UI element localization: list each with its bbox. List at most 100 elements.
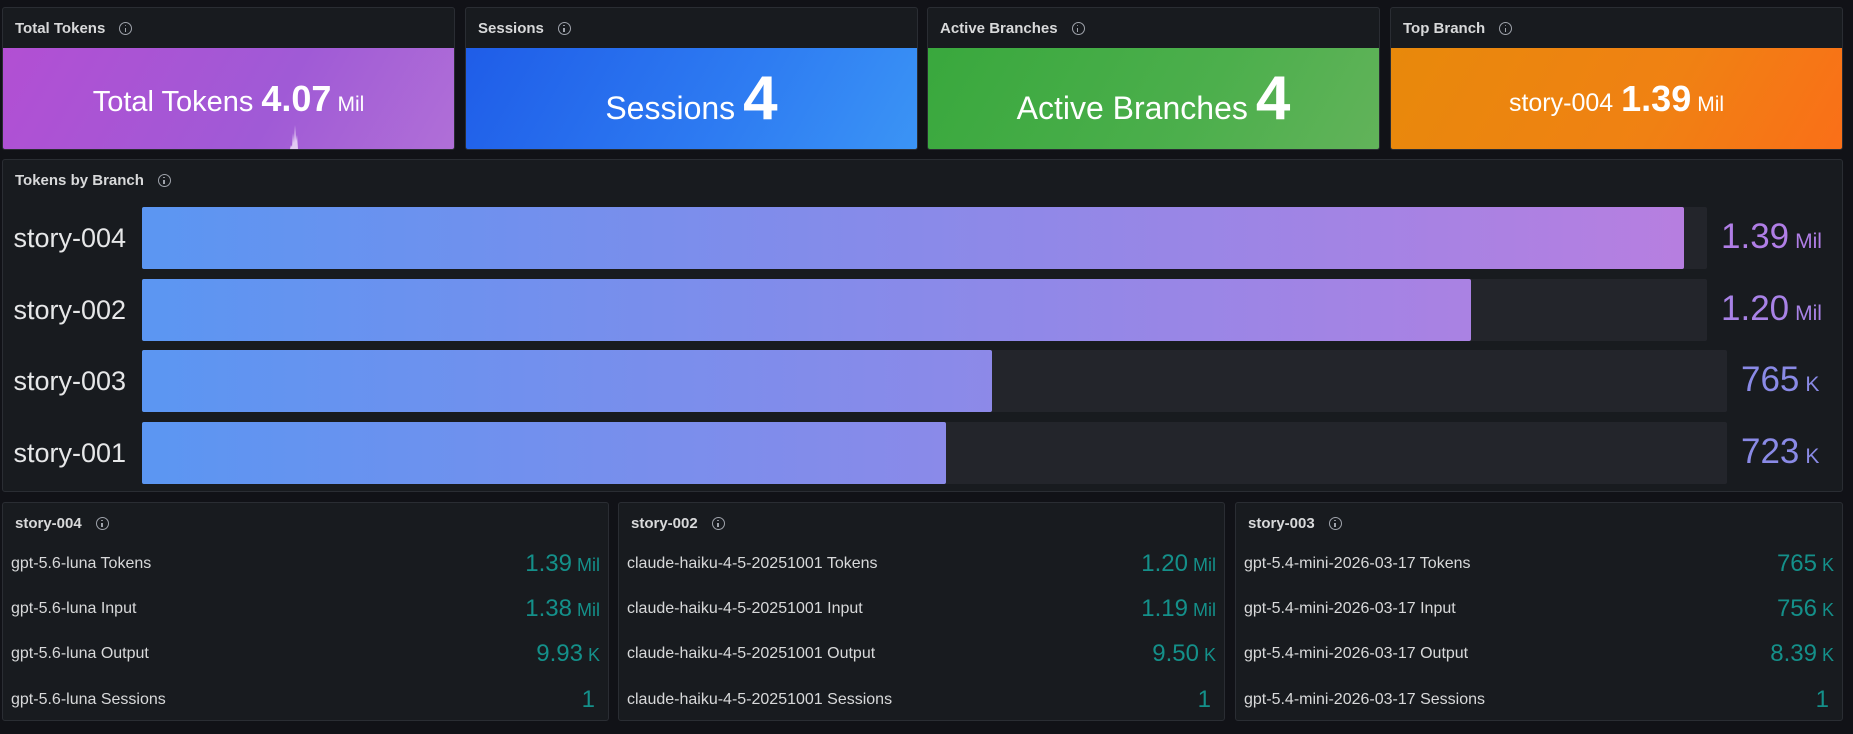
stat-row-label: claude-haiku-4-5-20251001 Input (627, 600, 863, 617)
stat-row: gpt-5.4-mini-2026-03-17 Sessions 1 (1244, 678, 1834, 720)
stat-panel-top-branch: Top Branch story-004 1.39 Mil (1390, 7, 1843, 150)
stat-row: gpt-5.4-mini-2026-03-17 Input 756 K (1244, 587, 1834, 631)
panel-title: Sessions (478, 19, 544, 37)
bar-row[interactable]: story-002 (3, 279, 134, 341)
panel-header[interactable]: story-003 (1236, 503, 1842, 543)
stat-row-label: gpt-5.6-luna Tokens (11, 555, 152, 572)
bar-value: 765 K (1741, 360, 1819, 400)
panel-title: story-004 (15, 514, 82, 532)
stat-row-value: 8.39 K (1770, 640, 1834, 667)
stat-unit: Mil (1697, 92, 1725, 116)
stat-row: gpt-5.6-luna Input 1.38 Mil (11, 587, 600, 631)
panel-header[interactable]: Sessions (466, 8, 917, 48)
info-icon[interactable] (119, 21, 133, 35)
stat-row-value: 756 K (1776, 595, 1834, 622)
panel-title: Total Tokens (15, 19, 106, 37)
bar-fill (142, 207, 1684, 269)
stat-label: story-004 (1508, 88, 1614, 117)
stat-label: Total Tokens (92, 85, 254, 118)
panel-header[interactable]: story-002 (619, 503, 1224, 543)
panel-header[interactable]: Active Branches (928, 8, 1379, 48)
bar-value-number: 1.20 (1721, 289, 1790, 328)
bar-gauge-panel: Tokens by Branch story-004 1.39 Mil story… (2, 159, 1843, 492)
panel-header[interactable]: story-004 (3, 503, 608, 543)
bar-row[interactable]: story-004 (3, 207, 134, 269)
stat-body: Sessions 4 (466, 48, 917, 149)
info-icon[interactable] (1071, 21, 1085, 35)
stat-row-label: gpt-5.4-mini-2026-03-17 Sessions (1244, 691, 1486, 708)
panel-title: Tokens by Branch (15, 171, 144, 189)
bar-row[interactable]: story-003 (3, 350, 134, 412)
info-icon[interactable] (1499, 21, 1513, 35)
bar-row[interactable]: story-001 (3, 422, 134, 484)
bar-track (142, 422, 1727, 484)
bar-value-number: 723 (1741, 432, 1800, 471)
stat-row-label: gpt-5.6-luna Input (11, 600, 137, 617)
stat-panel-active-branches: Active Branches Active Branches 4 (927, 7, 1380, 150)
stat-label: Active Branches (1016, 89, 1248, 126)
bar-value-unit: Mil (1795, 302, 1822, 325)
bar-fill (142, 422, 946, 484)
detail-panel-story-002: story-002 claude-haiku-4-5-20251001 Toke… (618, 502, 1225, 721)
stat-row-value: 9.50 K (1152, 640, 1216, 667)
stat-row-label: gpt-5.4-mini-2026-03-17 Output (1244, 645, 1469, 662)
stat-row: gpt-5.6-luna Output 9.93 K (11, 632, 600, 676)
stat-body: Active Branches 4 (928, 48, 1379, 149)
stat-row-label: gpt-5.6-luna Sessions (11, 691, 166, 708)
stat-row-label: claude-haiku-4-5-20251001 Tokens (627, 555, 878, 572)
stat-row-value: 1.39 Mil (525, 550, 600, 577)
bar-value-unit: K (1805, 445, 1820, 468)
stat-row-value: 9.93 K (536, 640, 600, 667)
panel-header[interactable]: Tokens by Branch (3, 160, 1842, 200)
stat-row-label: gpt-5.6-luna Output (11, 645, 149, 662)
bar-value-unit: Mil (1795, 230, 1822, 253)
bar-track (142, 350, 1727, 412)
stat-value: 1.39 (1621, 77, 1692, 119)
bar-value: 723 K (1741, 432, 1819, 472)
stat-row-value: 1.38 Mil (525, 595, 600, 622)
info-icon[interactable] (95, 516, 109, 530)
stat-row: claude-haiku-4-5-20251001 Output 9.50 K (627, 632, 1216, 676)
stat-row-value: 1 (581, 686, 595, 713)
stat-row-label: gpt-5.4-mini-2026-03-17 Tokens (1244, 555, 1471, 572)
info-icon[interactable] (157, 173, 171, 187)
stat-row-label: claude-haiku-4-5-20251001 Output (627, 645, 876, 662)
bar-value-unit: K (1805, 373, 1820, 396)
stat-unit: Mil (337, 92, 365, 116)
stat-value: 4 (743, 63, 778, 133)
panel-header[interactable]: Top Branch (1391, 8, 1842, 48)
info-icon[interactable] (557, 21, 571, 35)
panel-title: Active Branches (940, 19, 1058, 37)
bar-label: story-003 (13, 365, 126, 396)
bar-fill (142, 350, 992, 412)
stat-value: 4.07 (261, 77, 332, 119)
stat-panel-total-tokens: Total Tokens Total Tokens 4.07 Mil (2, 7, 455, 150)
stat-row-value: 1.20 Mil (1141, 550, 1216, 577)
panel-header[interactable]: Total Tokens (3, 8, 454, 48)
panel-title: story-003 (1248, 514, 1315, 532)
info-icon[interactable] (711, 516, 725, 530)
stat-row-value: 1 (1197, 686, 1211, 713)
bar-value-number: 1.39 (1721, 217, 1790, 256)
stat-row-label: gpt-5.4-mini-2026-03-17 Input (1244, 600, 1456, 617)
sparkline (290, 125, 298, 149)
stat-label: Sessions (605, 89, 736, 126)
stat-row: gpt-5.6-luna Sessions 1 (11, 678, 600, 720)
bar-track (142, 279, 1707, 341)
stat-row: gpt-5.4-mini-2026-03-17 Output 8.39 K (1244, 632, 1834, 676)
stat-row: gpt-5.4-mini-2026-03-17 Tokens 765 K (1244, 542, 1834, 586)
stat-row: gpt-5.6-luna Tokens 1.39 Mil (11, 542, 600, 586)
stat-row: claude-haiku-4-5-20251001 Tokens 1.20 Mil (627, 542, 1216, 586)
bar-label: story-002 (13, 294, 126, 325)
stat-row-value: 1 (1815, 686, 1829, 713)
bar-track (142, 207, 1707, 269)
bar-label: story-001 (13, 437, 126, 468)
info-icon[interactable] (1328, 516, 1342, 530)
stat-body: story-004 1.39 Mil (1391, 48, 1842, 149)
bar-value: 1.20 Mil (1721, 289, 1822, 329)
bar-value: 1.39 Mil (1721, 217, 1822, 257)
stat-value: 4 (1255, 63, 1291, 133)
stat-row: claude-haiku-4-5-20251001 Input 1.19 Mil (627, 587, 1216, 631)
bar-label: story-004 (13, 222, 126, 253)
stat-row: claude-haiku-4-5-20251001 Sessions 1 (627, 678, 1216, 720)
